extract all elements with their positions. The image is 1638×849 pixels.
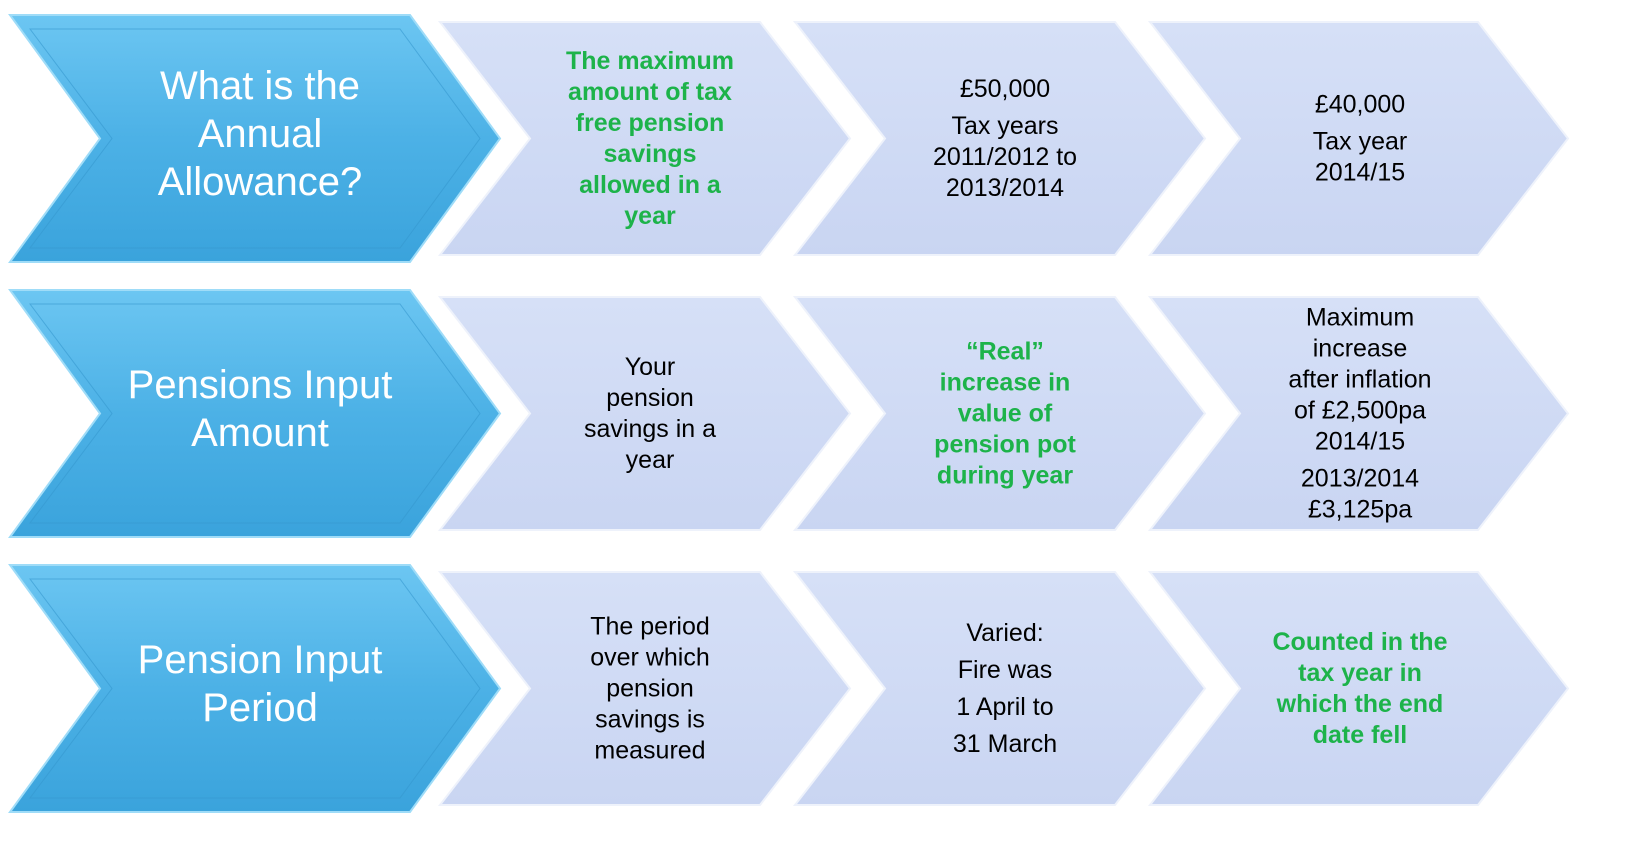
- cell-text: The maximum amount of tax free pension s…: [558, 46, 743, 232]
- cell-text: “Real” increase in value of pension pot …: [918, 336, 1093, 491]
- cell-paragraph: Your pension savings in a year: [583, 352, 717, 474]
- cell-paragraph: 31 March: [952, 729, 1058, 758]
- cell-paragraph: Tax years 2011/2012 to 2013/2014: [932, 111, 1078, 202]
- chevron-cell: [1147, 571, 1570, 806]
- cell-paragraph: Tax year 2014/15: [1312, 127, 1408, 186]
- cell-paragraph: £50,000: [959, 74, 1051, 103]
- chevron-cell: [437, 296, 852, 531]
- cell-text: Maximum increase after inflation of £2,5…: [1285, 302, 1435, 525]
- row-title: Pension Input Period: [137, 637, 383, 730]
- cell-paragraph: The maximum amount of tax free pension s…: [565, 46, 735, 230]
- chevron-cell: [437, 571, 852, 806]
- cell-paragraph: 2013/2014 £3,125pa: [1300, 464, 1420, 523]
- cell-paragraph: Counted in the tax year in which the end…: [1272, 627, 1448, 749]
- chevron-cell: [792, 571, 1207, 806]
- chevron-cell: [1147, 21, 1570, 256]
- chevron-cell: [437, 21, 852, 256]
- chevron-title: [8, 289, 502, 538]
- chevron-cell: [1147, 296, 1570, 531]
- chevron-bevel: [29, 578, 481, 799]
- chevron-title: [8, 14, 502, 263]
- cell-text: Varied: Fire was 1 April to 31 March: [930, 618, 1080, 760]
- cell-paragraph: Maximum increase after inflation of £2,5…: [1288, 303, 1432, 455]
- cell-paragraph: 1 April to: [956, 692, 1054, 721]
- chevron-bevel: [29, 303, 481, 524]
- cell-text: Counted in the tax year in which the end…: [1273, 627, 1448, 751]
- chevron-title: [8, 564, 502, 813]
- chevron-cell: [792, 296, 1207, 531]
- cell-text: £40,000 Tax year 2014/15: [1298, 89, 1423, 188]
- cell-paragraph: Fire was: [957, 655, 1053, 684]
- cell-text: Your pension savings in a year: [578, 352, 723, 476]
- cell-paragraph: £40,000: [1314, 90, 1406, 118]
- cell-paragraph: Varied:: [966, 618, 1044, 647]
- chevron-cell: [792, 21, 1207, 256]
- cell-text: The period over which pension savings is…: [570, 611, 730, 766]
- cell-paragraph: “Real” increase in value of pension pot …: [934, 337, 1076, 489]
- cell-paragraph: The period over which pension savings is…: [590, 612, 710, 764]
- row-title: Pensions Input Amount: [127, 362, 393, 455]
- chevron-bevel: [29, 28, 481, 249]
- row-title: What is the Annual Allowance?: [157, 63, 363, 204]
- cell-text: £50,000 Tax years 2011/2012 to 2013/2014: [918, 74, 1093, 204]
